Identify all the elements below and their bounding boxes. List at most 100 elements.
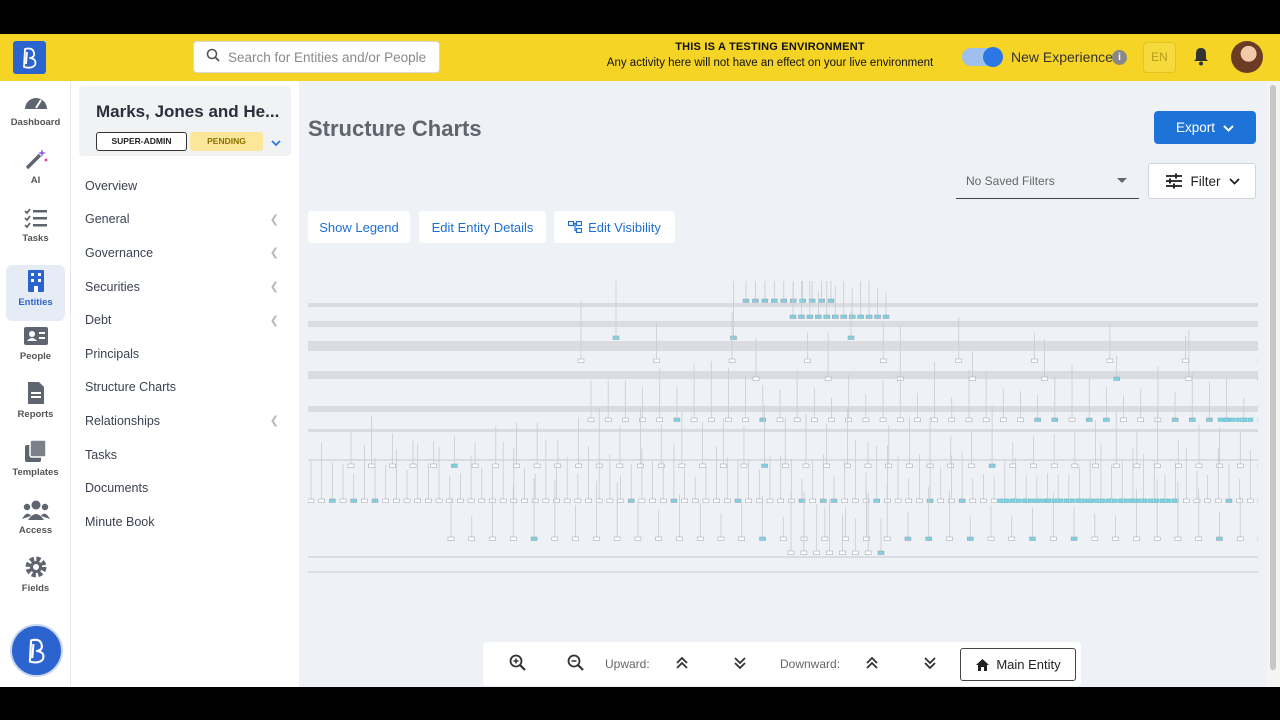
chart-node [827, 298, 835, 303]
scrollbar-thumb[interactable] [1270, 85, 1276, 670]
nav-item-structure-charts[interactable]: Structure Charts [85, 371, 285, 405]
chevron-left-icon: ❮ [269, 281, 279, 294]
rail-item-fields[interactable]: Fields [6, 551, 65, 605]
nav-item-relationships[interactable]: Relationships ❮ [85, 404, 285, 438]
chart-node [492, 463, 500, 468]
chart-node [616, 463, 624, 468]
chart-node [1099, 498, 1106, 503]
chart-node [789, 314, 797, 319]
chart-node [809, 498, 816, 503]
main-entity-button[interactable]: Main Entity [960, 648, 1076, 681]
chart-node [1241, 417, 1248, 422]
chart-node [622, 417, 629, 422]
chart-node [745, 498, 752, 503]
chart-node [1215, 498, 1222, 503]
chart-node [925, 536, 932, 541]
chart-node [655, 536, 662, 541]
chart-node [766, 498, 774, 503]
expand-downward-icon[interactable] [865, 656, 879, 675]
chart-node [702, 498, 710, 503]
entity-name[interactable]: Marks, Jones and He... [96, 102, 280, 121]
nav-label: Securities [85, 279, 140, 294]
chart-node [1165, 498, 1172, 503]
language-button[interactable]: EN [1143, 42, 1176, 73]
upward-label: Upward: [605, 657, 650, 671]
chart-node [371, 498, 379, 503]
filter-button[interactable]: Filter [1148, 163, 1256, 199]
chart-node [1063, 498, 1070, 503]
new-experience-toggle[interactable] [962, 47, 1003, 67]
nav-label: Relationships [85, 413, 161, 428]
zoom-in-icon[interactable] [509, 654, 527, 677]
nav-item-overview[interactable]: Overview [85, 169, 285, 203]
chevron-down-icon[interactable] [271, 134, 281, 152]
chart-node [958, 498, 966, 503]
structure-chart-canvas[interactable] [307, 243, 1265, 601]
chart-node [828, 417, 835, 422]
rail-item-ai[interactable]: AI [6, 143, 65, 197]
nav-item-debt[interactable]: Debt ❮ [85, 303, 285, 337]
nav-item-minute-book[interactable]: Minute Book [85, 505, 285, 539]
rail-item-people[interactable]: People [6, 319, 65, 373]
chart-node [771, 298, 778, 303]
nav-item-principals[interactable]: Principals [85, 337, 285, 371]
chart-node [690, 417, 698, 422]
chart-node [776, 417, 784, 422]
chart-node [1051, 498, 1058, 503]
rail-label: Fields [21, 583, 50, 594]
chart-node [840, 314, 847, 319]
saved-filters-select[interactable]: No Saved Filters [956, 165, 1139, 199]
rail-item-access[interactable]: Access [6, 493, 65, 547]
nav-item-documents[interactable]: Documents [85, 471, 285, 505]
info-icon[interactable]: i [1112, 50, 1127, 65]
sliders-icon [1165, 173, 1182, 189]
collapse-upward-icon[interactable] [733, 656, 747, 675]
page-scrollbar[interactable] [1267, 81, 1280, 687]
search-input[interactable] [228, 49, 438, 65]
chart-node [842, 536, 849, 541]
avatar[interactable] [1231, 41, 1263, 73]
nav-label: Governance [85, 245, 154, 260]
rail-item-entities[interactable]: Entities [6, 265, 65, 321]
edit-visibility-button[interactable]: Edit Visibility [554, 211, 675, 243]
nav-item-tasks[interactable]: Tasks [85, 438, 285, 472]
chart-node [1236, 536, 1244, 541]
export-button[interactable]: Export [1154, 111, 1256, 144]
chart-node [1075, 498, 1082, 503]
rail-label: Reports [17, 409, 54, 420]
saved-filters-value: No Saved Filters [966, 174, 1055, 188]
chart-node [1154, 463, 1161, 468]
rail-item-dashboard[interactable]: Dashboard [6, 85, 65, 139]
chart-node [673, 417, 681, 422]
rail-item-tasks[interactable]: Tasks [6, 201, 65, 255]
chart-node [988, 463, 996, 468]
chart-connector-band [308, 556, 1258, 558]
logo-icon[interactable] [13, 41, 46, 74]
gauge-icon [6, 85, 65, 113]
edit-entity-details-button[interactable]: Edit Entity Details [419, 211, 546, 243]
rail-label: People [19, 351, 52, 362]
chart-node [948, 417, 956, 422]
rail-item-reports[interactable]: Reports [6, 377, 65, 431]
structure-chart[interactable] [307, 243, 1265, 601]
nav-item-governance[interactable]: Governance ❮ [85, 236, 285, 270]
chart-node [1133, 536, 1140, 541]
bell-icon[interactable] [1192, 46, 1210, 71]
zoom-out-icon[interactable] [567, 654, 585, 677]
search-box[interactable] [193, 41, 440, 73]
chart-node [914, 417, 921, 422]
chart-node [1147, 498, 1154, 503]
collapse-downward-icon[interactable] [923, 656, 937, 675]
nav-item-general[interactable]: General ❮ [85, 203, 285, 237]
chart-node [777, 498, 784, 503]
chart-connector-band [308, 406, 1258, 412]
assistant-button[interactable] [10, 624, 63, 677]
nav-item-securities[interactable]: Securities ❮ [85, 270, 285, 304]
chart-node [761, 463, 768, 468]
chart-node [740, 463, 748, 468]
chart-node [865, 314, 873, 319]
chart-node [574, 498, 582, 503]
rail-item-templates[interactable]: Templates [6, 435, 65, 489]
expand-upward-icon[interactable] [675, 656, 689, 675]
show-legend-button[interactable]: Show Legend [308, 211, 410, 243]
